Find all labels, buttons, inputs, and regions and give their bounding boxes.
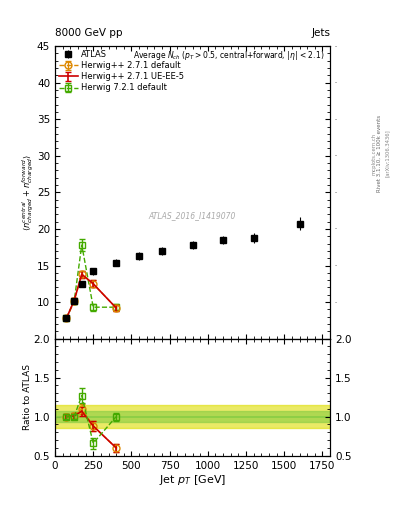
Text: 8000 GeV pp: 8000 GeV pp [55,28,123,38]
Y-axis label: $\langle n^{central}_{charged} + n^{forward}_{charged} \rangle$: $\langle n^{central}_{charged} + n^{forw… [20,154,35,231]
Bar [55,411,330,422]
Text: Jets: Jets [311,28,330,38]
Text: Average $N_{ch}$ ($p_{T}$$>$0.5, central+forward, $|\eta|$ < 2.1): Average $N_{ch}$ ($p_{T}$$>$0.5, central… [133,49,325,62]
Legend: ATLAS, Herwig++ 2.7.1 default, Herwig++ 2.7.1 UE-EE-5, Herwig 7.2.1 default: ATLAS, Herwig++ 2.7.1 default, Herwig++ … [57,49,185,94]
Text: Rivet 3.1.10, ≥ 100k events: Rivet 3.1.10, ≥ 100k events [377,115,382,192]
X-axis label: Jet $p_T$ [GeV]: Jet $p_T$ [GeV] [159,473,226,487]
Y-axis label: Ratio to ATLAS: Ratio to ATLAS [23,364,32,430]
Text: [arXiv:1306.3436]: [arXiv:1306.3436] [385,130,389,178]
Text: mcplots.cern.ch: mcplots.cern.ch [372,133,376,175]
Bar [55,405,330,429]
Text: ATLAS_2016_I1419070: ATLAS_2016_I1419070 [149,211,236,220]
